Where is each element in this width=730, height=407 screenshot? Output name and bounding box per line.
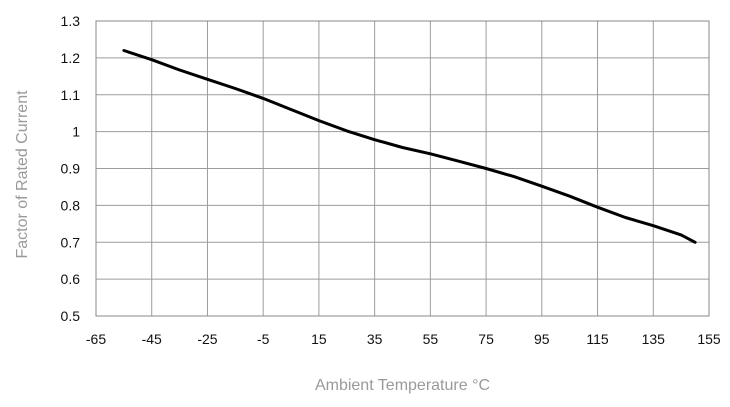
y-tick-label: 0.8 <box>61 197 81 213</box>
y-tick-label: 0.7 <box>61 234 81 250</box>
x-tick-label: 135 <box>642 331 666 347</box>
y-tick-labels: 1.3 1.2 1.1 1 0.9 0.8 0.7 0.6 0.5 <box>61 13 81 324</box>
y-tick-label: 1.3 <box>61 13 81 29</box>
x-tick-label: 75 <box>478 331 494 347</box>
x-tick-label: -65 <box>86 331 106 347</box>
x-tick-label: 55 <box>423 331 439 347</box>
y-tick-label: 1.2 <box>61 50 81 66</box>
x-tick-label: 115 <box>586 331 609 347</box>
x-tick-label: -25 <box>197 331 217 347</box>
x-tick-label: 95 <box>534 331 550 347</box>
series-line <box>122 49 697 244</box>
y-tick-label: 0.5 <box>61 308 81 324</box>
y-axis-title: Factor of Rated Current <box>14 90 31 259</box>
plot-frame <box>95 20 710 317</box>
y-tick-label: 0.6 <box>61 271 81 287</box>
x-tick-label: 15 <box>311 331 327 347</box>
x-tick-label: 35 <box>367 331 383 347</box>
y-tick-label: 1.1 <box>61 87 81 103</box>
series-layer <box>122 49 697 244</box>
y-tick-label: 0.9 <box>61 161 81 177</box>
x-tick-labels: -65 -45 -25 -5 15 35 55 75 95 115 135 155 <box>86 331 721 347</box>
x-tick-label: 155 <box>697 331 721 347</box>
x-axis-title: Ambient Temperature °C <box>315 377 490 394</box>
y-tick-label: 1 <box>72 124 80 140</box>
x-tick-label: -45 <box>142 331 162 347</box>
grid-lines <box>95 20 710 317</box>
x-tick-label: -5 <box>257 331 270 347</box>
